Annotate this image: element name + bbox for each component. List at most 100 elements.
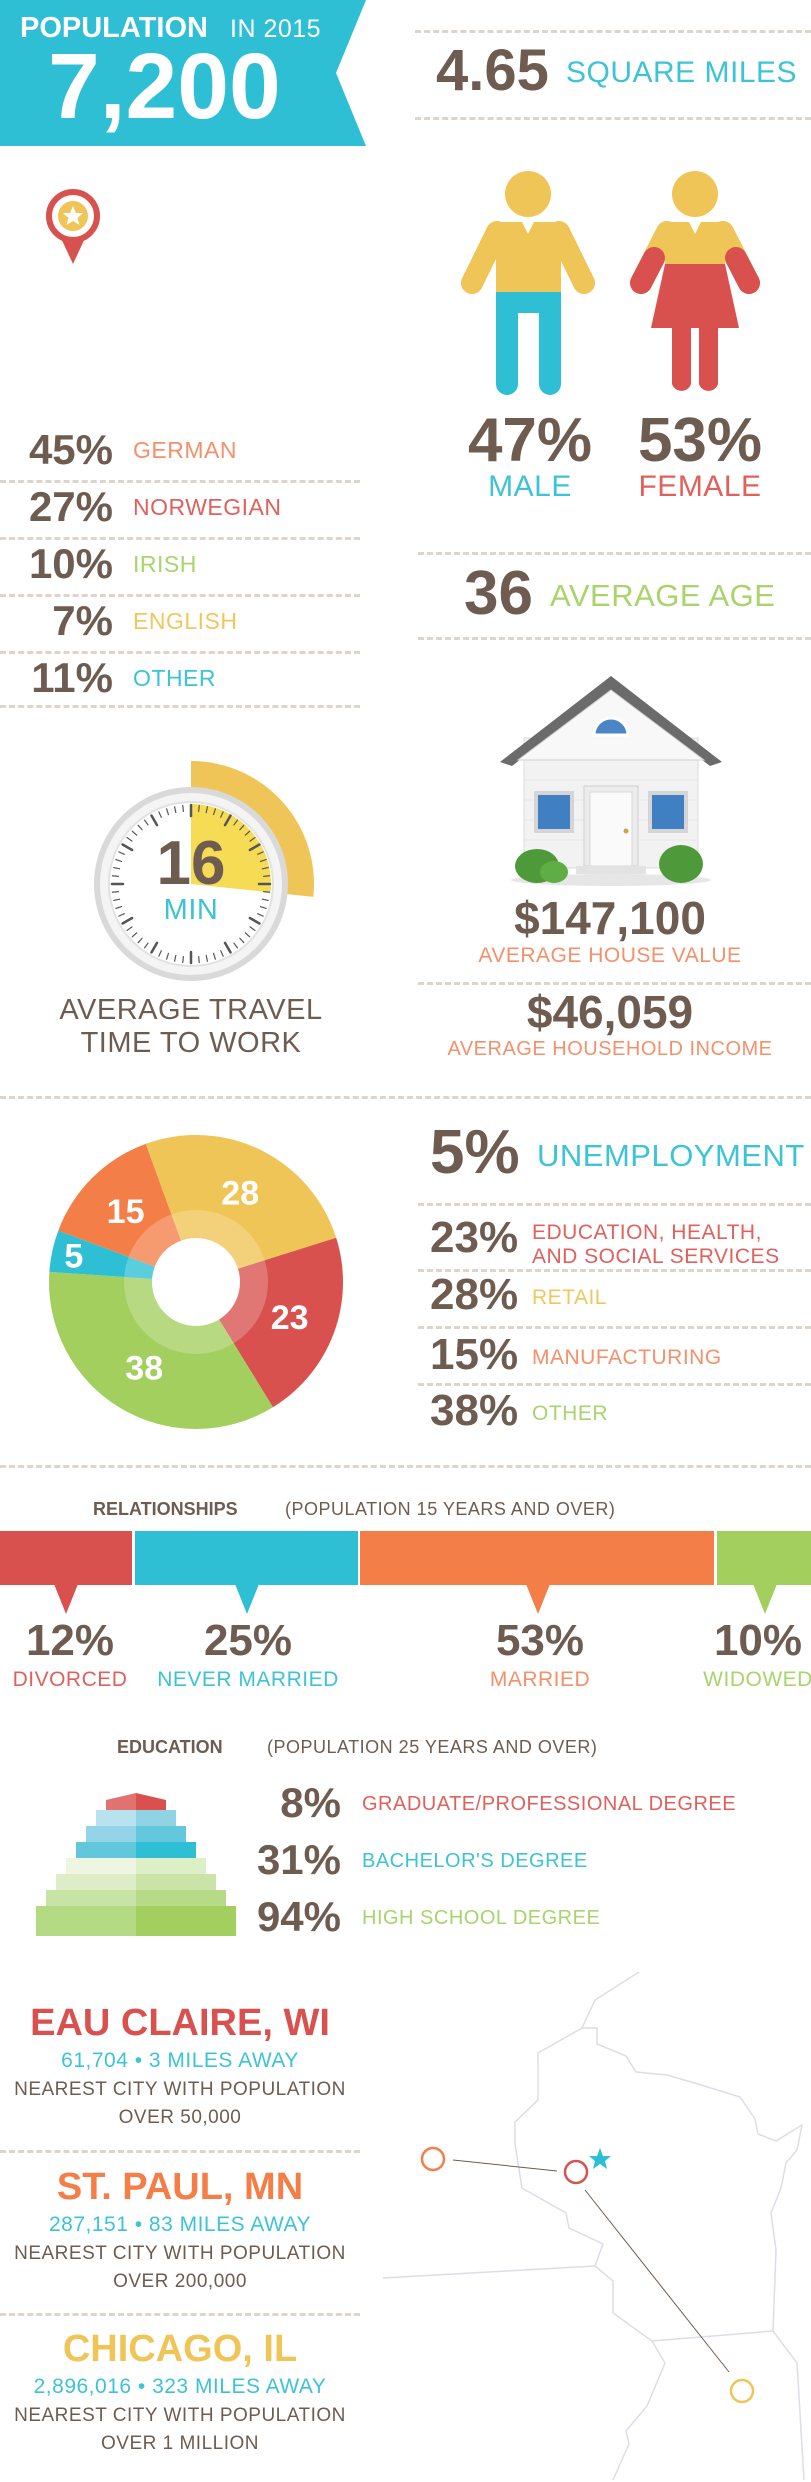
unemployment-label: UNEMPLOYMENT	[537, 1138, 805, 1173]
travel-unit: MIN	[163, 894, 219, 926]
region-map	[382, 1971, 805, 2481]
tick-mark	[115, 905, 123, 910]
age-label: AVERAGE AGE	[550, 578, 776, 613]
tick-mark	[198, 956, 200, 964]
industry-percent: 28%	[430, 1270, 519, 1319]
ancestry-percent: 11%	[31, 654, 113, 701]
relationships-subtitle: (POPULATION 15 YEARS AND OVER)	[285, 1499, 616, 1519]
city-threshold: OVER 1 MILLION	[101, 2433, 259, 2454]
tick-mark	[158, 811, 162, 818]
tick-mark	[223, 941, 232, 954]
tick-mark	[248, 843, 261, 852]
ancestry-label: ENGLISH	[133, 608, 238, 634]
tick-mark	[121, 916, 134, 925]
population-banner	[0, 0, 366, 146]
tick-mark	[259, 858, 267, 863]
divider	[0, 1465, 811, 1468]
tick-mark	[150, 941, 159, 954]
donut-slice-label: 23	[271, 1299, 309, 1337]
industry-donut-chart: 28 23 38 5 15	[48, 1135, 343, 1429]
tick-mark	[205, 954, 209, 962]
population-value: 7,200	[48, 34, 281, 138]
relationship-label: MARRIED	[489, 1668, 591, 1691]
tick-mark	[257, 851, 264, 855]
relationship-label: NEVER MARRIED	[157, 1668, 339, 1691]
household-income-label: AVERAGE HOUSEHOLD INCOME	[447, 1038, 773, 1060]
tick-mark	[244, 830, 251, 836]
house-value: $147,100	[514, 892, 706, 944]
tick-mark	[173, 806, 177, 814]
age-value: 36	[464, 559, 533, 628]
tick-mark	[111, 891, 119, 893]
education-percent: 94%	[256, 1893, 341, 1940]
education-label: HIGH SCHOOL DEGREE	[362, 1907, 601, 1929]
year-label: IN 2015	[230, 15, 322, 43]
divider	[0, 1096, 811, 1099]
ancestry-percent: 10%	[28, 540, 113, 587]
divider	[0, 2313, 360, 2316]
map-pin-star-icon	[46, 189, 100, 264]
route-line-chicago	[584, 2189, 730, 2373]
population-label: POPULATION	[20, 12, 208, 44]
tick-mark	[223, 814, 232, 827]
pointer-married	[526, 1584, 550, 1614]
tick-mark	[249, 836, 256, 842]
ancestry-label: OTHER	[133, 665, 216, 691]
tick-mark	[198, 804, 200, 812]
industry-percent: 38%	[430, 1386, 519, 1435]
donut-slice-label: 5	[64, 1238, 83, 1276]
tick-mark	[249, 926, 256, 932]
city-threshold: OVER 200,000	[113, 2271, 247, 2292]
divider	[418, 1203, 811, 1206]
travel-label-line1: AVERAGE TRAVEL	[59, 994, 323, 1026]
relationship-percent: 53%	[495, 1616, 585, 1665]
tick-mark	[165, 808, 170, 816]
male-percent: 47%	[467, 406, 593, 475]
tick-mark	[233, 819, 239, 826]
tick-mark	[220, 950, 224, 957]
tick-mark	[137, 937, 143, 944]
divider	[0, 2150, 360, 2153]
tick-mark	[131, 830, 138, 836]
ancestry-percent: 7%	[52, 597, 113, 644]
house-value-label: AVERAGE HOUSE VALUE	[478, 944, 742, 967]
pointer-divorced	[54, 1584, 78, 1614]
divider	[415, 117, 811, 120]
tick-mark	[239, 937, 245, 944]
city-name: CHICAGO, IL	[62, 2328, 298, 2370]
divider	[0, 480, 360, 483]
relationship-percent: 12%	[25, 1616, 115, 1665]
female-figure-icon	[630, 171, 760, 391]
donut-slice	[58, 1143, 197, 1282]
star-icon	[589, 2148, 611, 2169]
tick-mark	[165, 952, 170, 960]
divider	[0, 705, 360, 708]
donut-slice-label: 38	[125, 1350, 163, 1388]
industry-percent: 15%	[430, 1330, 519, 1379]
tick-mark	[121, 843, 134, 852]
relationship-label: WIDOWED	[703, 1668, 811, 1691]
tick-mark	[257, 913, 264, 917]
tick-mark	[182, 804, 184, 812]
tick-mark	[263, 875, 271, 877]
tick-mark	[248, 916, 261, 925]
industry-label: OTHER	[532, 1402, 608, 1425]
bar-divorced	[0, 1531, 132, 1585]
city-description: NEAREST CITY WITH POPULATION	[14, 2405, 346, 2426]
divider	[415, 30, 811, 33]
tick-mark	[263, 891, 271, 893]
industry-label: MANUFACTURING	[532, 1346, 722, 1369]
divider	[418, 1326, 811, 1329]
tick-mark	[143, 819, 149, 826]
industry-label: EDUCATION, HEALTH,	[532, 1221, 762, 1244]
route-line-st-paul	[452, 2159, 558, 2172]
female-percent: 53%	[637, 406, 763, 475]
relationship-percent: 10%	[713, 1616, 803, 1665]
stopwatch-icon	[94, 761, 314, 981]
marker-st-paul	[420, 2146, 446, 2172]
ancestry-percent: 45%	[28, 426, 113, 473]
pointer-widowed	[753, 1584, 777, 1614]
divider	[0, 651, 360, 654]
relationship-percent: 25%	[203, 1616, 293, 1665]
